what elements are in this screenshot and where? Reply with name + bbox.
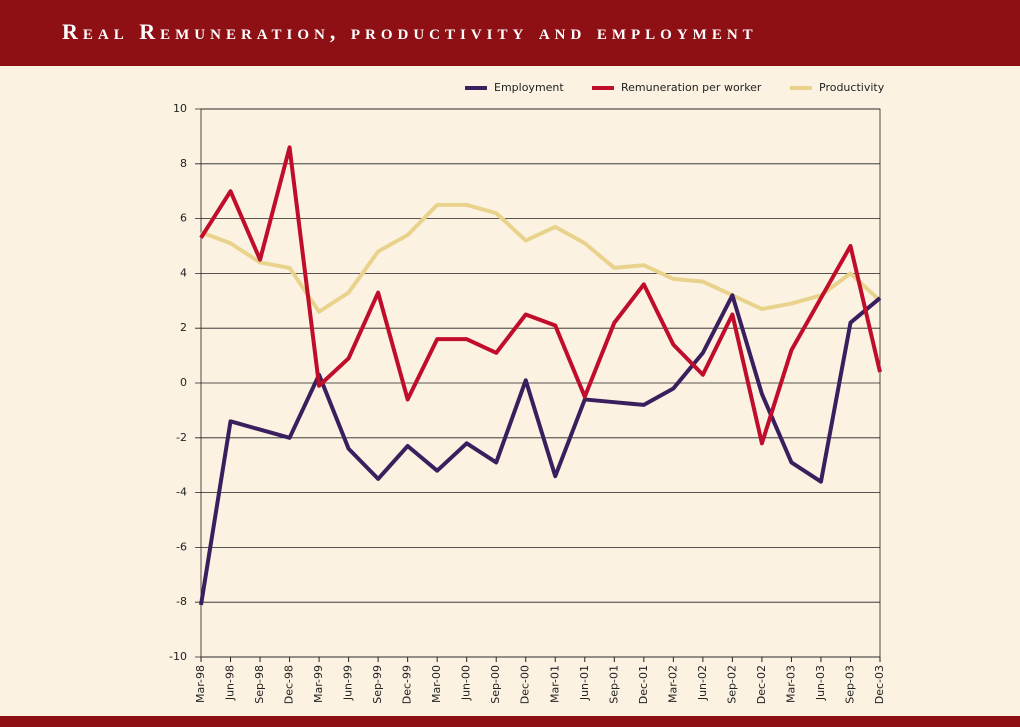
- x-tick-label: Dec-02: [755, 665, 768, 704]
- y-tick-label: -2: [176, 431, 187, 444]
- bottom-band: [0, 716, 1020, 727]
- plot-border: [200, 108, 881, 658]
- x-tick-label: Dec-03: [873, 665, 886, 704]
- series-line: [200, 202, 882, 314]
- series-line: [199, 145, 882, 446]
- x-tick-label: Sep-01: [607, 665, 620, 704]
- x-tick-label: Sep-02: [725, 665, 738, 704]
- x-tick-label: Jun-02: [696, 665, 709, 701]
- x-tick-label: Dec-99: [401, 665, 414, 704]
- x-tick-label: Sep-98: [253, 665, 266, 704]
- legend-label: Productivity: [819, 81, 885, 94]
- legend-label: Employment: [494, 81, 564, 94]
- x-tick-label: Sep-03: [843, 665, 856, 704]
- chart-title: Real Remuneration, productivity and empl…: [62, 19, 758, 44]
- x-tick-label: Jun-98: [224, 665, 237, 701]
- x-tick-label: Mar-99: [312, 665, 325, 703]
- y-tick-label: 10: [173, 102, 187, 115]
- title-banner: [0, 0, 1020, 66]
- y-tick-label: -4: [176, 486, 187, 499]
- x-tick-label: Dec-00: [519, 665, 532, 704]
- x-tick-label: Dec-98: [283, 665, 296, 704]
- x-tick-label: Mar-98: [194, 665, 207, 703]
- y-tick-label: 4: [180, 266, 187, 279]
- y-tick-label: -6: [176, 540, 187, 553]
- y-tick-label: 0: [180, 376, 187, 389]
- x-tick-label: Sep-99: [371, 665, 384, 704]
- x-tick-label: Mar-02: [666, 665, 679, 703]
- x-tick-label: Mar-01: [548, 665, 561, 703]
- x-tick-label: Jun-01: [578, 665, 591, 701]
- series-line: [199, 293, 882, 606]
- y-tick-label: -10: [169, 650, 187, 663]
- x-tick-label: Jun-00: [460, 665, 473, 701]
- x-tick-label: Sep-00: [489, 665, 502, 704]
- legend-label: Remuneration per worker: [621, 81, 762, 94]
- y-tick-label: 2: [180, 321, 187, 334]
- y-tick-label: 6: [180, 212, 187, 225]
- x-tick-label: Mar-00: [430, 665, 443, 703]
- x-tick-label: Dec-01: [637, 665, 650, 704]
- x-tick-label: Jun-03: [814, 665, 827, 701]
- y-tick-label: 8: [180, 157, 187, 170]
- x-tick-label: Jun-99: [342, 665, 355, 701]
- y-tick-label: -8: [176, 595, 187, 608]
- x-tick-label: Mar-03: [784, 665, 797, 703]
